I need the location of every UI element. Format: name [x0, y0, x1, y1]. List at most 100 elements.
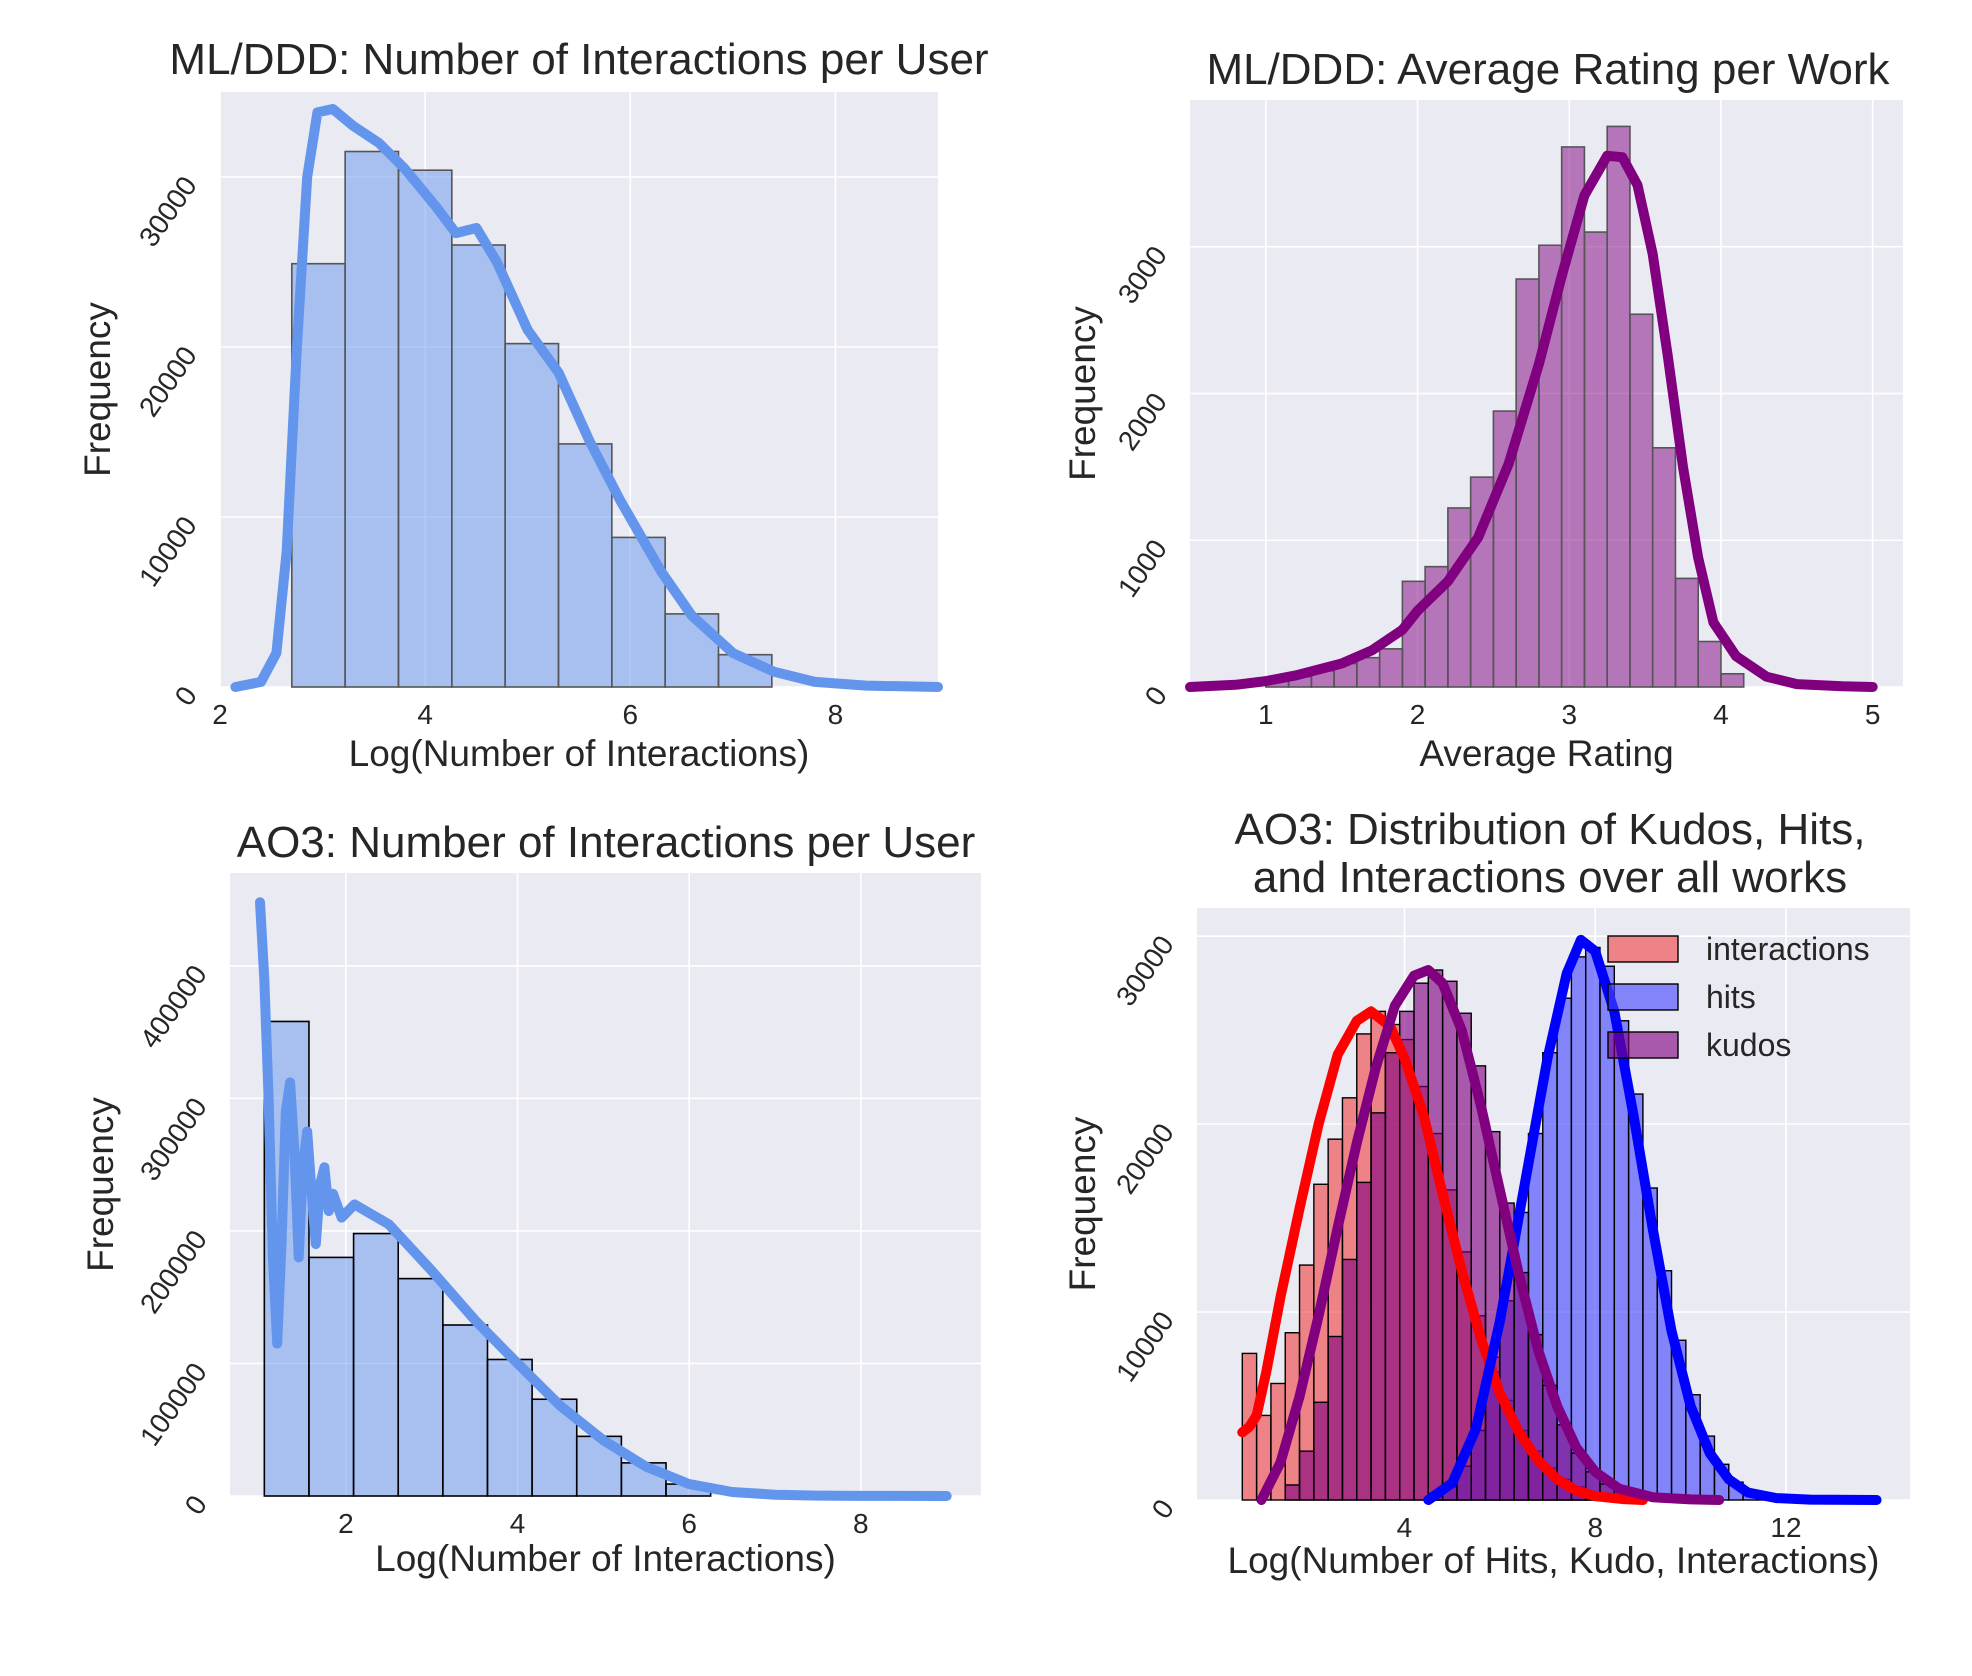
y-tick-label: 0 — [179, 1490, 213, 1521]
y-tick-label: 3000 — [1112, 240, 1173, 309]
legend-swatch — [1607, 1031, 1679, 1059]
x-tick-label: 2 — [1410, 699, 1426, 730]
histogram-bar — [451, 244, 506, 688]
x-tick-label: 4 — [510, 1508, 526, 1539]
histogram-bar — [557, 443, 613, 688]
chart-title-line: AO3: Distribution of Kudos, Hits, — [1235, 805, 1866, 854]
chart-title: AO3: Number of Interactions per User — [237, 818, 976, 867]
histogram-bar — [1327, 1335, 1344, 1501]
y-tick-label: 400000 — [134, 959, 213, 1053]
histogram-bar — [664, 613, 720, 688]
y-tick-label: 30000 — [133, 171, 203, 253]
histogram-bar — [1378, 648, 1404, 688]
chart-panel-1: 2 4 6 8 0 10000 20000 30000 ML/DDD: Number of In… — [77, 35, 989, 774]
y-tick-label: 30000 — [1110, 930, 1180, 1012]
histogram-bar — [1720, 672, 1745, 688]
kde-line-ao3-users — [255, 897, 952, 1501]
y-tick-label: 10000 — [133, 511, 203, 593]
y-tick-label: 0 — [1146, 1494, 1180, 1525]
histogram-bar — [1697, 640, 1722, 688]
x-tick-label: 6 — [622, 699, 638, 730]
histogram-bar — [1584, 946, 1601, 1501]
histogram-bar — [1370, 1112, 1387, 1501]
histogram-bar — [1401, 580, 1426, 688]
y-tick-label: 1000 — [1112, 534, 1173, 603]
histogram-bar — [1427, 969, 1444, 1501]
y-axis-label: Frequency — [77, 302, 118, 477]
x-tick-label: 2 — [338, 1508, 354, 1539]
chart-title-line: and Interactions over all works — [1253, 853, 1847, 902]
y-tick-label: 0 — [1139, 681, 1173, 712]
x-tick-label: 5 — [1865, 699, 1881, 730]
histogram-bar — [1447, 507, 1472, 688]
y-axis-label: Frequency — [1062, 1116, 1103, 1291]
y-tick-label: 10000 — [1110, 1306, 1180, 1388]
y-axis-label: Frequency — [1062, 306, 1103, 481]
histogram-bar — [1284, 1484, 1301, 1501]
x-axis-label: Average Rating — [1419, 733, 1673, 774]
histogram-bar — [504, 342, 560, 688]
x-tick-label: 8 — [853, 1508, 869, 1539]
chart-title: ML/DDD: Average Rating per Work — [1206, 45, 1890, 94]
x-tick-label: 1 — [1258, 699, 1274, 730]
x-tick-label: 4 — [1713, 699, 1729, 730]
histogram-bar — [1583, 231, 1608, 688]
kde-line-interactions — [1237, 1006, 1648, 1505]
x-tick-label: 8 — [1587, 1512, 1603, 1543]
kde-line-ml-ddd-works — [1185, 150, 1878, 692]
series-ml-ddd-works — [1265, 125, 1745, 688]
histogram-bar — [397, 1277, 444, 1497]
legend-label: hits — [1706, 979, 1756, 1015]
y-tick-label: 100000 — [134, 1357, 213, 1451]
x-tick-label: 12 — [1770, 1512, 1801, 1543]
histogram-bar — [1515, 278, 1540, 688]
y-tick-label: 300000 — [134, 1092, 213, 1186]
histogram-bar — [1313, 1401, 1329, 1501]
y-tick-label: 2000 — [1112, 387, 1173, 456]
kde-line-kudos — [1256, 965, 1725, 1505]
chart-panel-4: 4 8 12 0 10000 20000 30000 AO3: Distribution of… — [1062, 805, 1910, 1581]
chart-panel-3: 2 4 6 8 0 100000 200000 300000 400000 AO3: Number… — [80, 818, 981, 1579]
legend-swatch — [1607, 983, 1679, 1011]
histogram-bar — [1629, 313, 1654, 688]
histogram-bar — [1298, 1450, 1315, 1501]
histogram-bar — [1356, 656, 1381, 688]
chart-title: ML/DDD: Number of Interactions per User — [169, 35, 988, 84]
x-tick-label: 4 — [417, 699, 433, 730]
histogram-bar — [1384, 1052, 1401, 1501]
bars — [263, 1020, 712, 1497]
y-tick-label: 20000 — [133, 341, 203, 423]
chart-panel-2: 1 2 3 4 5 0 1000 2000 3000 ML/DDD: Average Rating… — [1062, 45, 1903, 774]
histogram-bar — [1651, 446, 1677, 688]
histogram-bar — [486, 1358, 533, 1497]
legend-swatch — [1607, 935, 1679, 963]
x-axis-label: Log(Number of Interactions) — [375, 1538, 836, 1579]
histogram-bar — [1341, 1258, 1358, 1501]
x-axis-label: Log(Number of Interactions) — [349, 733, 810, 774]
histogram-bar — [1356, 1181, 1372, 1501]
histogram-bar — [344, 150, 400, 688]
x-tick-label: 3 — [1561, 699, 1577, 730]
x-tick-label: 8 — [828, 699, 844, 730]
legend-label: interactions — [1706, 931, 1870, 967]
histogram-bar — [1570, 956, 1587, 1501]
series-ao3-users — [263, 1020, 712, 1497]
histogram-bar — [442, 1324, 489, 1497]
histogram-bar — [397, 169, 453, 688]
y-tick-label: 200000 — [134, 1225, 213, 1319]
x-tick-label: 2 — [212, 699, 228, 730]
y-tick-label: 20000 — [1110, 1118, 1180, 1200]
histogram-bar — [1674, 577, 1700, 688]
x-tick-label: 6 — [681, 1508, 697, 1539]
x-axis-label: Log(Number of Hits, Kudo, Interactions) — [1228, 1540, 1880, 1581]
y-axis-label: Frequency — [80, 1097, 121, 1272]
histogram-bar — [1413, 982, 1430, 1501]
histogram-bar — [1606, 125, 1631, 688]
bars — [1265, 125, 1745, 688]
histogram-bar — [352, 1232, 400, 1497]
x-tick-label: 4 — [1397, 1512, 1413, 1543]
kde-line-hits — [1423, 934, 1882, 1505]
kde-line-ml-ddd-users — [230, 104, 943, 692]
legend: interactions hits kudos — [1607, 931, 1870, 1063]
